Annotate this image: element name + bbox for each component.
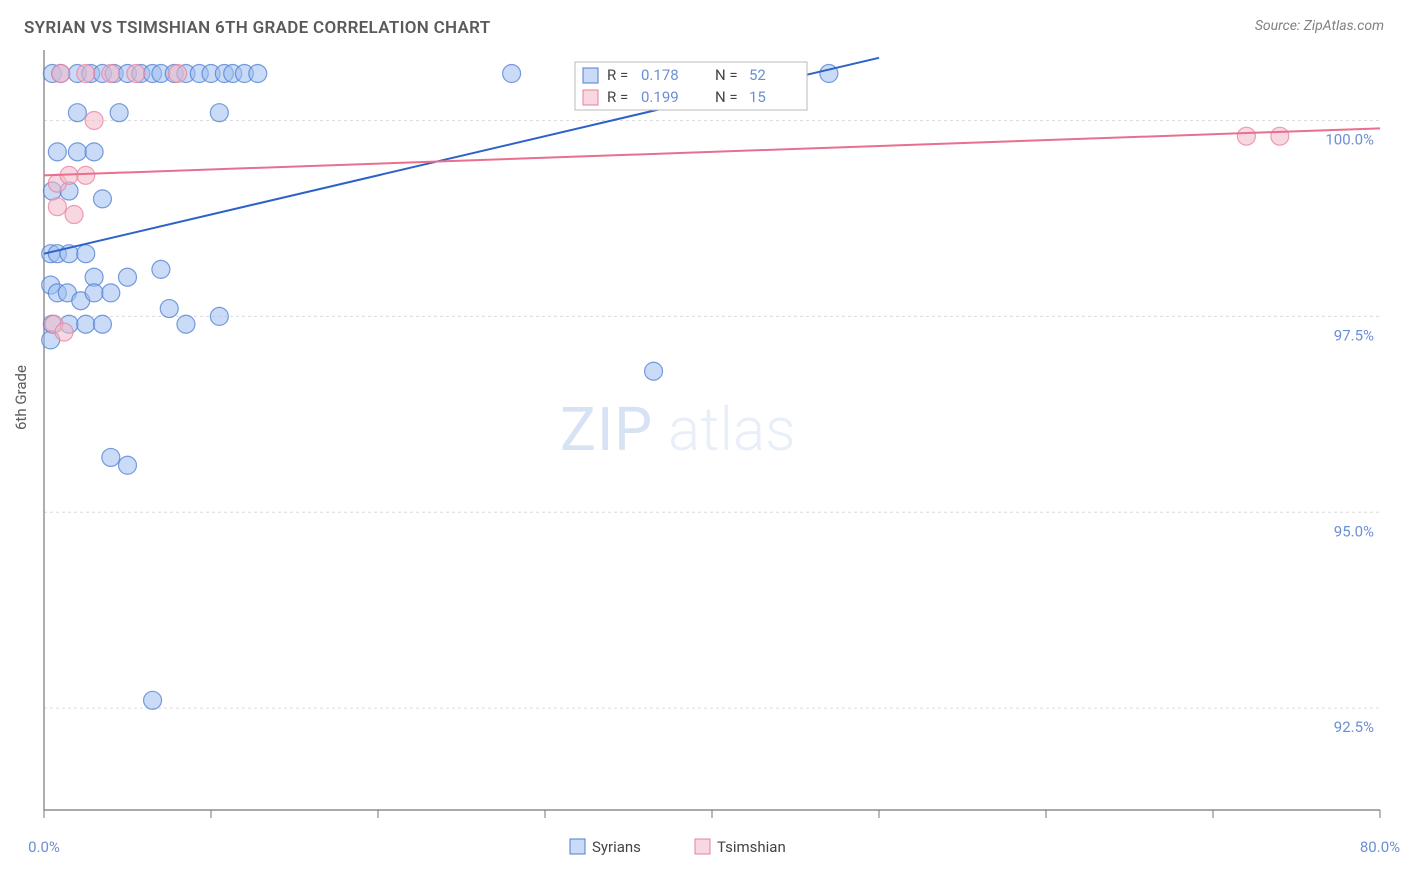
scatter-point	[1237, 127, 1255, 145]
scatter-point	[65, 206, 83, 224]
stats-r-label: R =	[607, 66, 628, 84]
scatter-point	[85, 112, 103, 130]
scatter-point	[249, 65, 267, 83]
scatter-point	[85, 284, 103, 302]
legend-label: Syrians	[592, 838, 641, 856]
scatter-point	[102, 284, 120, 302]
scatter-point	[177, 315, 195, 333]
legend-label: Tsimshian	[717, 838, 786, 856]
scatter-point	[144, 691, 162, 709]
stats-r-value: 0.178	[641, 66, 679, 84]
scatter-point	[68, 143, 86, 161]
trend-line	[44, 128, 1380, 175]
y-tick-label: 97.5%	[1334, 326, 1374, 344]
scatter-point	[85, 143, 103, 161]
scatter-point	[48, 198, 66, 216]
scatter-point	[68, 104, 86, 122]
scatter-point	[102, 65, 120, 83]
scatter-point	[93, 190, 111, 208]
scatter-point	[152, 260, 170, 278]
x-tick-label: 0.0%	[28, 838, 60, 856]
scatter-point	[160, 300, 178, 318]
scatter-point	[210, 307, 228, 325]
scatter-point	[77, 315, 95, 333]
stats-r-value: 0.199	[641, 88, 679, 106]
stats-r-label: R =	[607, 88, 628, 106]
scatter-point	[77, 65, 95, 83]
scatter-point	[119, 268, 137, 286]
legend-swatch	[570, 839, 585, 854]
y-tick-label: 95.0%	[1334, 522, 1374, 540]
scatter-point	[110, 104, 128, 122]
scatter-point	[102, 448, 120, 466]
watermark-light: atlas	[668, 394, 796, 465]
y-tick-label: 100.0%	[1325, 131, 1374, 149]
y-tick-label: 92.5%	[1334, 718, 1374, 736]
legend-swatch	[695, 839, 710, 854]
correlation-chart: ZIP atlas R = 0.178 N = 52 R = 0.199 N = 15 100…	[0, 0, 1406, 892]
scatter-point	[93, 315, 111, 333]
scatter-point	[48, 143, 66, 161]
stats-n-value: 52	[749, 66, 766, 84]
scatter-point	[503, 65, 521, 83]
scatter-point	[169, 65, 187, 83]
scatter-point	[52, 65, 70, 83]
stats-n-label: N =	[715, 88, 738, 106]
stats-swatch	[583, 68, 598, 83]
watermark-bold: ZIP	[560, 394, 653, 465]
stats-swatch	[583, 90, 598, 105]
scatter-point	[77, 166, 95, 184]
scatter-point	[127, 65, 145, 83]
scatter-point	[645, 362, 663, 380]
scatter-point	[119, 456, 137, 474]
scatter-point	[210, 104, 228, 122]
stats-n-value: 15	[749, 88, 766, 106]
scatter-point	[1271, 127, 1289, 145]
scatter-point	[55, 323, 73, 341]
scatter-point	[77, 245, 95, 263]
stats-n-label: N =	[715, 66, 738, 84]
x-tick-label: 80.0%	[1360, 838, 1400, 856]
